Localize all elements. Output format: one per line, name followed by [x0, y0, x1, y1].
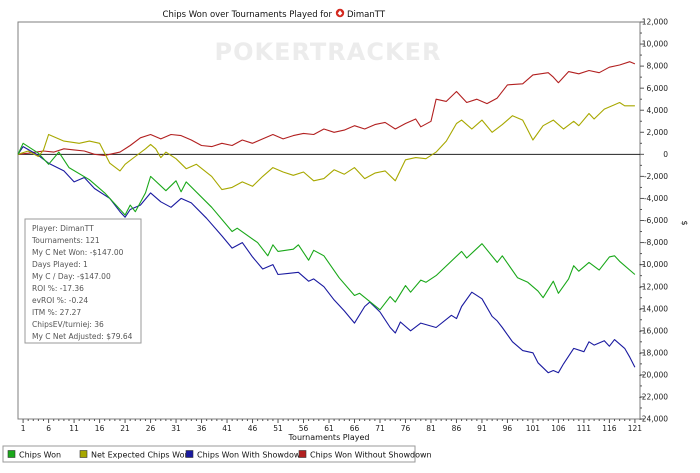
x-tick-label: 21: [120, 424, 130, 433]
legend: Chips Won Net Expected Chips Won Chips W…: [2, 445, 432, 463]
y-axis: 12,000 10,000 8,000 6,000 4,000 2,000 0 -2,000 -…: [639, 18, 668, 424]
y-tick-label: -6,000: [644, 216, 668, 225]
legend-label-without-showdown: Chips Won Without Showdown: [310, 451, 432, 460]
x-tick-label: 41: [222, 424, 232, 433]
legend-swatch-chips-won: [7, 450, 16, 458]
x-tick-label: 46: [248, 424, 258, 433]
x-tick-label: 111: [577, 424, 592, 433]
legend-swatch-without-showdown: [298, 450, 307, 458]
y-tick-label: 12,000: [642, 18, 668, 27]
legend-label-net-expected: Net Expected Chips Won: [91, 451, 190, 460]
x-tick-label: 11: [69, 424, 79, 433]
x-tick-label: 31: [171, 424, 181, 433]
legend-item-chips-won[interactable]: Chips Won: [7, 450, 61, 460]
x-tick-label: 121: [628, 424, 643, 433]
legend-item-without-showdown[interactable]: Chips Won Without Showdown: [298, 450, 432, 460]
y-tick-label: -14,000: [639, 304, 668, 313]
stat-roi: ROI %: -17.36: [32, 284, 84, 293]
y-tick-label: -8,000: [644, 238, 668, 247]
x-tick-label: 51: [273, 424, 283, 433]
y-axis-title: $: [680, 220, 689, 225]
legend-label-chips-won: Chips Won: [19, 451, 61, 460]
x-tick-label: 76: [401, 424, 411, 433]
series-line-net-expected-chips-won: [17, 101, 635, 191]
x-axis: 1 6 11 16 21 26 31 36 41 46 51 56 61 66 71 76 81 86 91 96 10…: [21, 419, 643, 433]
x-tick-label: 26: [146, 424, 156, 433]
stat-chipsev: ChipsEV/turniej: 36: [32, 320, 104, 329]
chart-title: Chips Won over Tournaments Played for: [163, 10, 333, 20]
legend-frame: [2, 445, 416, 463]
x-tick-label: 16: [95, 424, 105, 433]
x-tick-label: 61: [324, 424, 334, 433]
y-tick-label: -12,000: [639, 282, 668, 291]
x-tick-label: 101: [526, 424, 541, 433]
player-name: DimanTT: [347, 10, 386, 20]
x-tick-label: 81: [426, 424, 436, 433]
stat-net-won: My C Net Won: -$147.00: [32, 248, 124, 257]
y-tick-label: -18,000: [639, 348, 668, 357]
x-tick-label: 116: [602, 424, 617, 433]
x-tick-label: 106: [551, 424, 566, 433]
chart-title-group: Chips Won over Tournaments Played for Di…: [163, 8, 386, 20]
y-tick-label: -2,000: [644, 172, 668, 181]
y-tick-label: 4,000: [647, 106, 669, 115]
y-tick-label: 8,000: [647, 62, 669, 71]
stat-days-played: Days Played: 1: [32, 260, 88, 269]
y-tick-label: -16,000: [639, 326, 668, 335]
series-line-chips-won-with-showdown: [17, 146, 636, 374]
series-line-chips-won-without-showdown: [17, 61, 636, 156]
stat-net-adjusted: My C Net Adjusted: $79.64: [32, 332, 133, 341]
x-tick-label: 66: [350, 424, 360, 433]
x-axis-title: Tournaments Played: [288, 433, 370, 442]
series-layer: [17, 61, 636, 374]
stat-itm: ITM %: 27.27: [32, 308, 81, 317]
stat-per-day: My C / Day: -$147.00: [32, 272, 111, 281]
series-line-chips-won: [17, 142, 636, 311]
x-tick-label: 86: [452, 424, 462, 433]
stat-tournaments: Tournaments: 121: [31, 236, 100, 245]
legend-item-with-showdown[interactable]: Chips Won With Showdown: [185, 450, 306, 460]
y-tick-label: -4,000: [644, 194, 668, 203]
x-tick-label: 96: [503, 424, 513, 433]
stat-evroi: evROI %: -0.24: [32, 296, 88, 305]
x-tick-label: 6: [46, 424, 51, 433]
legend-swatch-with-showdown: [185, 450, 194, 458]
x-tick-label: 1: [21, 424, 26, 433]
x-tick-label: 56: [299, 424, 309, 433]
player-icon-mark: [337, 10, 343, 16]
legend-swatch-net-expected: [79, 450, 88, 458]
watermark: POKERTRACKER: [215, 38, 442, 66]
y-tick-label: -20,000: [639, 370, 668, 379]
y-tick-label: -10,000: [639, 260, 668, 269]
stats-info-box: Player: DimanTT Tournaments: 121 My C Ne…: [24, 218, 142, 344]
x-tick-label: 36: [197, 424, 207, 433]
y-tick-label: -22,000: [639, 393, 668, 402]
legend-label-with-showdown: Chips Won With Showdown: [197, 451, 306, 460]
y-tick-label: 2,000: [647, 128, 669, 137]
y-tick-label: 6,000: [647, 84, 669, 93]
y-tick-label: 0: [663, 150, 668, 159]
x-tick-label: 71: [375, 424, 385, 433]
y-tick-label: 10,000: [642, 40, 668, 49]
y-tick-label: -24,000: [639, 415, 668, 424]
legend-item-net-expected[interactable]: Net Expected Chips Won: [79, 450, 190, 460]
player-icon: [335, 8, 345, 18]
stats-info-box-frame: [24, 218, 142, 344]
stat-player: Player: DimanTT: [32, 224, 94, 233]
x-tick-label: 91: [477, 424, 487, 433]
